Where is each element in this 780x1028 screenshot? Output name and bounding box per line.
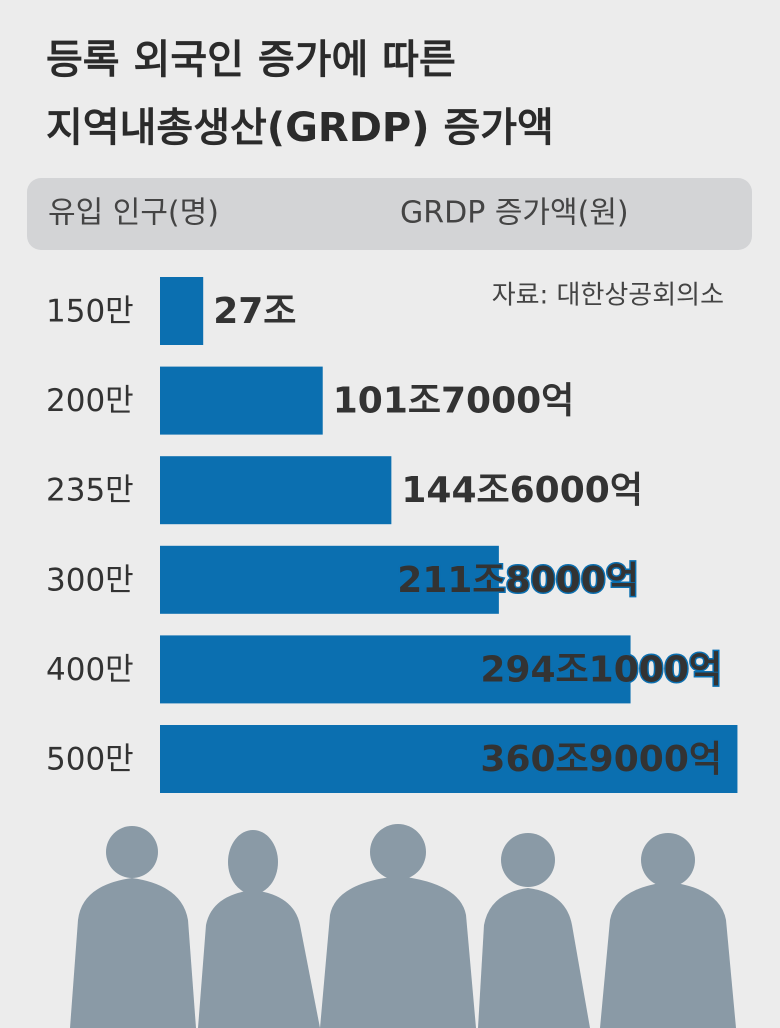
chart-title: 등록 외국인 증가에 따른	[46, 37, 456, 83]
chart-title: 지역내총생산(GRDP) 증가액	[46, 105, 554, 151]
bar	[160, 456, 392, 525]
people-illustration	[70, 824, 736, 1028]
source: 자료: 대한상공회의소	[492, 281, 724, 311]
person	[478, 833, 590, 1028]
category-header: 유입 인구(명)	[48, 196, 219, 231]
category-label: 300만	[46, 562, 134, 598]
value-header: GRDP 증가액(원)	[400, 196, 629, 231]
category-label: 235만	[46, 473, 134, 509]
category-label: 500만	[46, 742, 134, 778]
category-label: 150만	[46, 294, 134, 330]
person	[320, 824, 476, 1028]
person	[70, 826, 196, 1028]
value-label: 211조8000억	[397, 560, 639, 601]
person	[198, 830, 320, 1028]
category-label: 400만	[46, 652, 134, 688]
value-label: 294조1000억	[480, 649, 722, 690]
bar	[160, 725, 738, 793]
bar	[160, 277, 204, 345]
value-label: 27조	[213, 291, 296, 332]
value-label: 360조9000억	[480, 739, 722, 780]
value-label: 101조7000억	[333, 381, 575, 422]
category-label: 200만	[46, 383, 134, 419]
header-band	[27, 178, 752, 250]
person	[600, 833, 736, 1028]
bar	[160, 366, 323, 435]
bar	[160, 545, 499, 614]
bar	[160, 635, 631, 704]
value-label: 144조6000억	[401, 470, 643, 511]
